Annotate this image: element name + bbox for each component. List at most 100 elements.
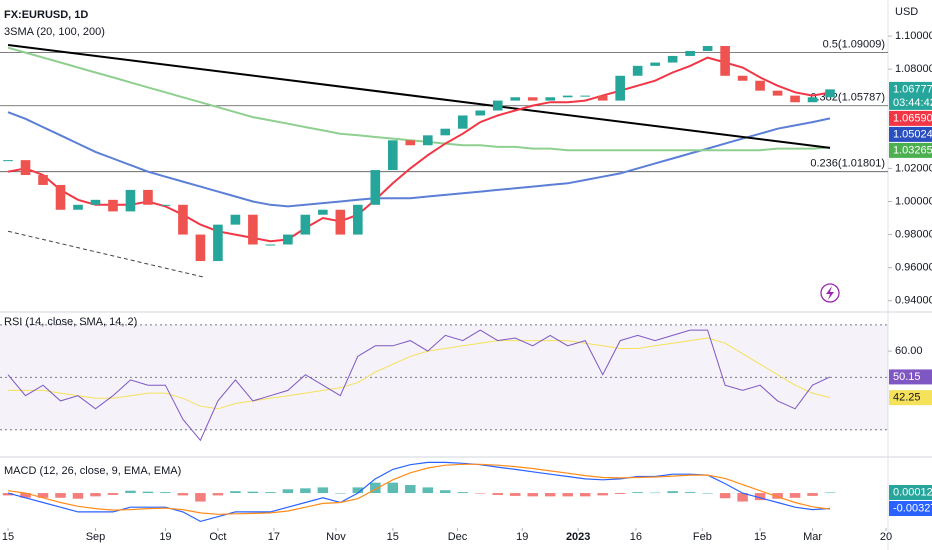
lightning-icon	[826, 286, 834, 300]
candle	[90, 199, 101, 205]
alert-icon[interactable]	[820, 283, 840, 303]
histogram-bar	[457, 492, 469, 494]
histogram-bar	[632, 492, 643, 494]
x-tick-label: 19	[159, 531, 171, 543]
x-tick-label: 15	[2, 531, 14, 543]
x-tick-label: Sep	[86, 531, 106, 543]
price-tag	[889, 500, 932, 516]
candle	[475, 110, 486, 116]
candle	[387, 140, 398, 171]
histogram-bar	[20, 493, 31, 498]
candle	[55, 184, 66, 210]
histogram-bar	[772, 493, 783, 499]
histogram-bar	[614, 493, 626, 494]
trendline	[7, 230, 206, 279]
histogram-bar	[335, 493, 346, 494]
candle	[38, 175, 48, 185]
price-tag-label: 1.03265	[893, 144, 932, 156]
series-line	[7, 461, 831, 523]
x-tick-label: Feb	[693, 531, 712, 543]
y-tick-label: 0.94000	[895, 295, 932, 307]
candle	[195, 234, 206, 262]
candle	[353, 204, 363, 235]
candle	[283, 234, 293, 245]
histogram-bar	[754, 493, 766, 501]
histogram-bar	[824, 492, 836, 494]
series-line	[7, 463, 831, 515]
candle	[143, 189, 153, 205]
histogram-bar	[527, 493, 538, 497]
rsi-band	[0, 324, 888, 430]
histogram-bar	[247, 491, 259, 494]
histogram-bar	[265, 492, 276, 494]
y-tick-label: 0.96000	[895, 262, 932, 274]
histogram-bar	[142, 491, 154, 494]
price-tag	[889, 390, 932, 406]
y-tick-label: 1.00000	[895, 195, 932, 207]
x-tick-label: 2023	[566, 531, 590, 543]
histogram-bar	[317, 487, 329, 494]
candle	[440, 128, 451, 136]
candle	[300, 214, 311, 235]
axis-unit: USD	[895, 6, 918, 18]
x-tick-label: 20	[880, 531, 892, 543]
countdown: 03:44:42	[893, 97, 932, 109]
histogram-bar	[579, 493, 591, 497]
histogram-bar	[702, 493, 713, 494]
histogram-bar	[212, 493, 224, 496]
candle	[510, 97, 521, 101]
candle	[370, 170, 381, 205]
candle	[650, 62, 660, 66]
histogram-bar	[667, 491, 678, 494]
candle	[615, 75, 625, 101]
candle	[265, 244, 276, 246]
histogram-bar	[440, 490, 451, 494]
price-tag-label: -0.00327	[893, 502, 932, 514]
candle	[318, 209, 328, 215]
x-tick-label: 15	[387, 531, 399, 543]
histogram-bar	[684, 492, 696, 494]
price-tag	[889, 142, 932, 158]
price-tag-label: 1.06590	[893, 112, 932, 124]
fib-label: 0.236(1.01801)	[810, 158, 885, 170]
candle	[685, 50, 695, 56]
candle	[667, 55, 678, 63]
price-tag	[889, 484, 932, 500]
candle	[702, 46, 713, 51]
x-tick-label: 19	[516, 531, 528, 543]
histogram-bar	[422, 487, 434, 494]
trendline	[7, 44, 831, 149]
histogram-bar	[2, 493, 14, 496]
histogram-bar	[649, 492, 661, 494]
candle	[580, 95, 590, 97]
price-tag-label: 1.06777	[893, 83, 932, 95]
histogram-bar	[352, 487, 364, 494]
histogram-bar	[789, 493, 801, 498]
price-tag-label: 42.25	[893, 392, 921, 404]
candle	[335, 209, 346, 235]
y-tick-label: 1.08000	[895, 63, 932, 75]
histogram-bar	[544, 493, 556, 497]
candle	[3, 160, 13, 162]
candle	[125, 189, 136, 212]
candle	[178, 204, 188, 235]
x-tick-label: 15	[754, 531, 766, 543]
candle	[772, 90, 783, 96]
price-tag-label: 50.15	[893, 371, 921, 383]
candle	[527, 97, 538, 101]
histogram-bar	[282, 489, 294, 494]
histogram-bar	[160, 492, 171, 494]
histogram-bar	[405, 485, 416, 494]
histogram-bar	[72, 493, 84, 499]
candle	[825, 89, 835, 98]
histogram-bar	[737, 493, 748, 502]
candle	[545, 97, 556, 101]
candle	[160, 204, 171, 206]
histogram-bar	[562, 493, 573, 497]
fib-label: 0.5(1.09009)	[823, 38, 885, 50]
candle	[720, 46, 730, 76]
histogram-bar	[177, 493, 189, 496]
candle	[807, 97, 818, 103]
price-tag-label: 1.05024	[893, 128, 932, 140]
histogram-bar	[125, 490, 136, 494]
